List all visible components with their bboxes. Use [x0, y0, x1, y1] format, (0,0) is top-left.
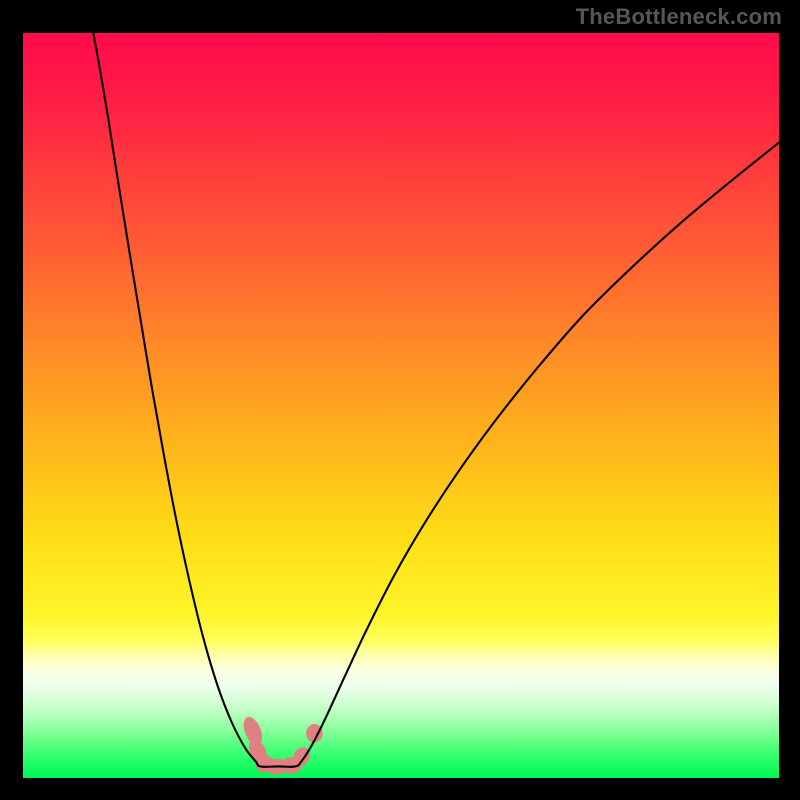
plot-area — [23, 33, 779, 778]
gradient-background — [23, 33, 779, 778]
watermark-text: TheBottleneck.com — [576, 4, 782, 30]
chart-svg — [23, 33, 779, 778]
